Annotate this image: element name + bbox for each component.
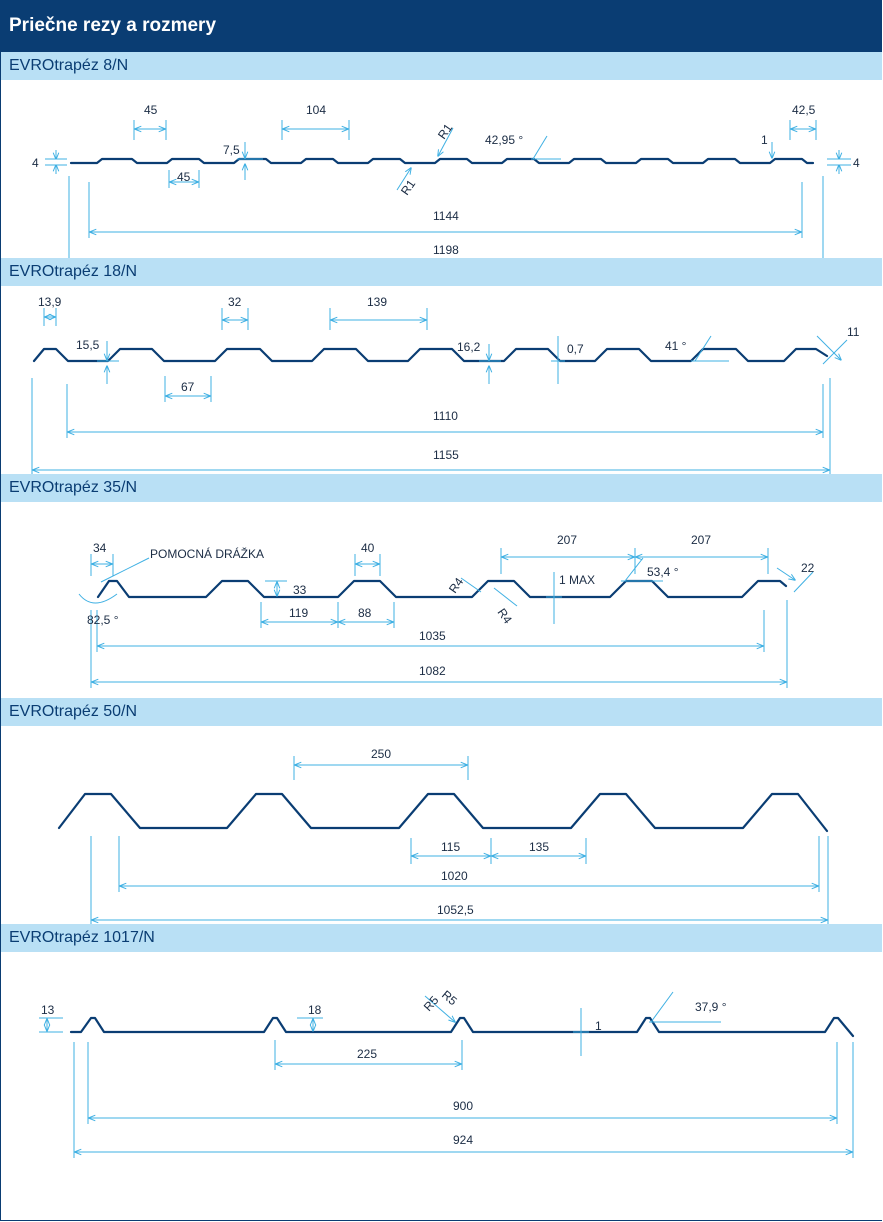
groove-label: POMOCNÁ DRÁŽKA bbox=[150, 546, 264, 561]
dim-119: 119 bbox=[289, 606, 308, 620]
diagram-18n: 13,9 32 139 15,5 67 16,2 0,7 41 ° 11 111… bbox=[31, 295, 860, 474]
width-1082: 1082 bbox=[419, 664, 446, 678]
dim-67: 67 bbox=[181, 380, 195, 394]
dim-4-right: 4 bbox=[853, 156, 860, 170]
section-title-50n: EVROtrapéz 50/N bbox=[1, 698, 882, 726]
width-1155: 1155 bbox=[433, 448, 459, 462]
radius-r1-top: R1 bbox=[435, 121, 455, 142]
radius-r4-bottom: R4 bbox=[495, 606, 515, 627]
dim-250: 250 bbox=[371, 747, 391, 761]
dim-104: 104 bbox=[306, 103, 326, 117]
dimension-lines-35n bbox=[78, 548, 814, 688]
width-924: 924 bbox=[453, 1133, 473, 1147]
profile-50n bbox=[57, 792, 829, 833]
angle-82-5: 82,5 ° bbox=[87, 613, 119, 627]
dim-88: 88 bbox=[358, 606, 372, 620]
dim-1-max: 1 MAX bbox=[559, 573, 595, 587]
dim-34: 34 bbox=[93, 541, 107, 555]
dim-1: 1 bbox=[595, 1019, 602, 1033]
width-1020: 1020 bbox=[441, 869, 468, 883]
profile-35n bbox=[96, 579, 788, 599]
dim-42-5: 42,5 bbox=[792, 103, 816, 117]
diagram-35n: 34 POMOCNÁ DRÁŽKA 82,5 ° 40 33 119 88 R4… bbox=[78, 533, 815, 688]
dim-45-top: 45 bbox=[144, 103, 158, 117]
dim-32: 32 bbox=[228, 295, 242, 309]
radius-r5-top: R5 bbox=[439, 988, 460, 1009]
angle-41: 41 ° bbox=[665, 339, 687, 353]
radius-r5-bottom: R5 bbox=[421, 993, 442, 1014]
diagram-1017n: 13 18 R5 R5 1 37,9 ° 225 900 924 bbox=[39, 988, 855, 1158]
profile-8n bbox=[69, 157, 815, 165]
dim-11: 11 bbox=[847, 325, 860, 339]
width-1144: 1144 bbox=[433, 209, 459, 223]
diagram-50n: 250 115 135 1020 1052,5 bbox=[57, 747, 829, 924]
angle-37-9: 37,9 ° bbox=[695, 1000, 727, 1014]
width-900: 900 bbox=[453, 1099, 473, 1113]
angle-53-4: 53,4 ° bbox=[647, 565, 679, 579]
section-title-35n: EVROtrapéz 35/N bbox=[1, 474, 882, 502]
dim-15-5: 15,5 bbox=[76, 338, 100, 352]
dim-16-2: 16,2 bbox=[457, 340, 481, 354]
dim-18: 18 bbox=[308, 1003, 322, 1017]
dim-139: 139 bbox=[367, 295, 387, 309]
dim-1: 1 bbox=[761, 133, 768, 147]
dim-13: 13 bbox=[41, 1003, 55, 1017]
dim-7-5: 7,5 bbox=[223, 143, 240, 157]
width-1052-5: 1052,5 bbox=[437, 903, 474, 917]
section-title-1017n: EVROtrapéz 1017/N bbox=[1, 924, 882, 952]
dim-135: 135 bbox=[529, 840, 549, 854]
width-1035: 1035 bbox=[419, 629, 446, 643]
diagram-8n: 45 104 42,5 4 4 7,5 45 R1 R1 42,95 ° 1 1… bbox=[32, 103, 860, 258]
dimension-lines-1017n bbox=[39, 991, 854, 1158]
dim-207-right: 207 bbox=[691, 533, 711, 547]
profile-1017n bbox=[69, 1016, 855, 1038]
dim-40: 40 bbox=[361, 541, 375, 555]
dim-0-7: 0,7 bbox=[567, 342, 584, 356]
dimension-lines-18n bbox=[31, 308, 848, 474]
section-title-18n: EVROtrapéz 18/N bbox=[1, 258, 882, 286]
dim-45-bottom: 45 bbox=[177, 170, 191, 184]
radius-r4-top: R4 bbox=[446, 575, 466, 596]
width-1110: 1110 bbox=[433, 409, 458, 423]
profile-18n bbox=[32, 347, 829, 363]
dimension-lines-50n bbox=[90, 756, 829, 924]
dim-225: 225 bbox=[357, 1047, 377, 1061]
angle-42-95: 42,95 ° bbox=[485, 133, 523, 147]
dim-33: 33 bbox=[293, 583, 307, 597]
dim-22: 22 bbox=[801, 561, 815, 575]
width-1198: 1198 bbox=[433, 243, 459, 257]
page-title: Priečne rezy a rozmery bbox=[1, 0, 882, 52]
dim-4-left: 4 bbox=[32, 156, 39, 170]
dim-207-left: 207 bbox=[557, 533, 577, 547]
dim-13-9: 13,9 bbox=[38, 295, 62, 309]
section-title-8n: EVROtrapéz 8/N bbox=[1, 52, 882, 80]
dim-115: 115 bbox=[441, 840, 460, 854]
radius-r1-bottom: R1 bbox=[398, 177, 418, 198]
dimension-lines-8n bbox=[45, 120, 851, 258]
